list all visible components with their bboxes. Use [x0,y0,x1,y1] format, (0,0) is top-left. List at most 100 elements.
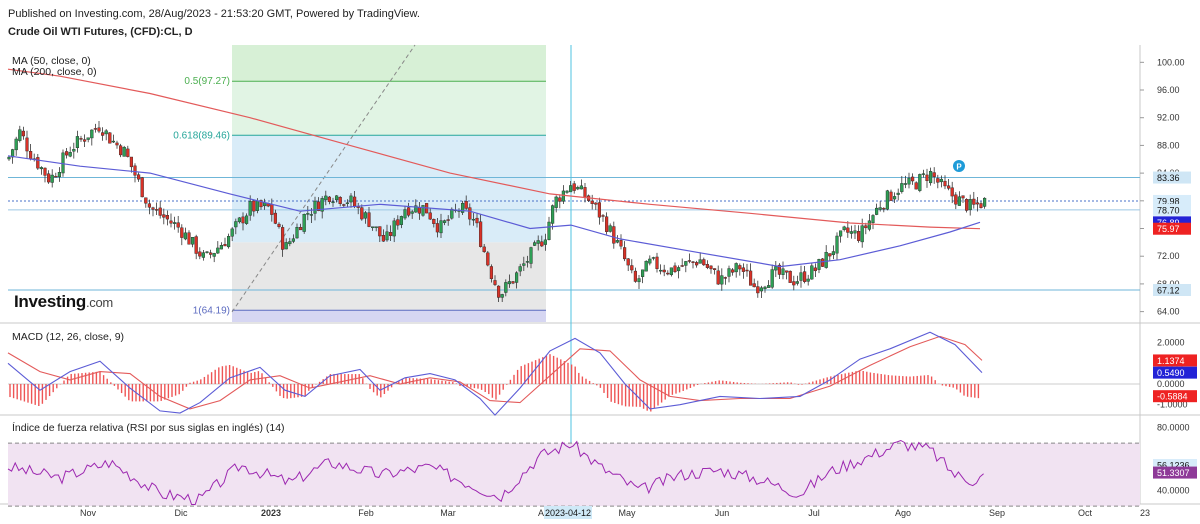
candle [727,268,731,277]
candle [244,215,249,224]
candle [569,185,573,193]
candle [396,219,400,226]
candle [90,129,94,139]
candle [565,190,569,193]
candle [421,205,425,216]
candle [407,207,411,216]
macd-tick-label: -1.0000 [1157,400,1188,410]
candle [612,226,616,244]
highlighted-date-box [544,506,592,519]
candle [309,214,313,216]
candle [353,196,357,207]
candle [543,239,547,245]
candle [100,132,105,136]
candle [25,137,29,152]
candle [255,200,259,211]
candle [432,219,436,224]
macd-value-label: 1.1374 [1157,356,1185,366]
candle [486,252,490,266]
candle [158,207,162,216]
candle [590,200,594,204]
candle [911,176,915,182]
candle [82,139,87,142]
candle [648,258,652,264]
fib-trend-line [231,44,416,313]
candle [889,191,893,201]
candle [446,219,450,221]
ma200-legend: MA (200, close, 0) [12,66,97,78]
price-tick-label: 100.00 [1157,57,1185,67]
candle [176,222,180,228]
candle [961,195,965,199]
price-label-box [1153,171,1191,184]
candle [734,263,738,273]
candle [21,130,25,137]
candle [821,258,825,267]
macd-histogram [9,354,980,412]
candle [36,157,40,169]
candle [234,221,238,228]
candle [540,241,544,247]
candle [551,205,555,224]
time-tick-label: Feb [358,508,374,518]
candle [860,225,864,243]
candle [104,130,108,135]
candle [925,174,929,181]
candle [331,201,335,204]
candle [136,174,141,180]
rsi-tick-label: 40.0000 [1157,485,1190,495]
candle [763,286,767,290]
candle [47,173,51,183]
rsi-value-label: 51.3307 [1157,468,1190,478]
price-tick-label: 88.00 [1157,140,1180,150]
candle [525,261,529,263]
time-tick-label: 23 [1140,508,1150,518]
candle [151,207,155,210]
candle [774,266,778,271]
candle [687,260,691,262]
candle [637,278,641,283]
p-marker-label: P [956,163,962,172]
candle [756,286,760,294]
candle [723,277,727,279]
candle [86,137,90,140]
candle [972,198,976,205]
candle [291,238,295,242]
candle [716,270,720,285]
candle [342,204,346,206]
candle [299,227,303,231]
candle [669,267,673,276]
candle [605,216,609,232]
candle [140,177,144,198]
candle [68,152,72,157]
time-tick-label: Nov [80,508,97,518]
candle [655,256,659,269]
candle [547,221,551,240]
candle [183,232,187,240]
candle [371,226,375,228]
candle [313,200,317,214]
macd-line [7,331,983,416]
candle [126,148,130,157]
candle [479,221,483,247]
candle [554,196,558,208]
candle [698,259,702,264]
candle [338,197,342,204]
candle [597,202,601,218]
price-label-box [1153,284,1191,297]
candle [439,220,443,234]
candle [770,269,774,288]
candle [673,265,677,273]
candle [511,281,515,284]
candle [893,196,897,200]
candle [533,242,537,246]
candle [54,175,58,178]
candle [324,195,328,201]
candle [317,201,321,211]
candle [144,197,148,204]
candle [817,259,821,270]
candle [641,269,645,277]
candle [828,253,832,257]
candle [943,180,947,187]
candle [644,260,648,272]
